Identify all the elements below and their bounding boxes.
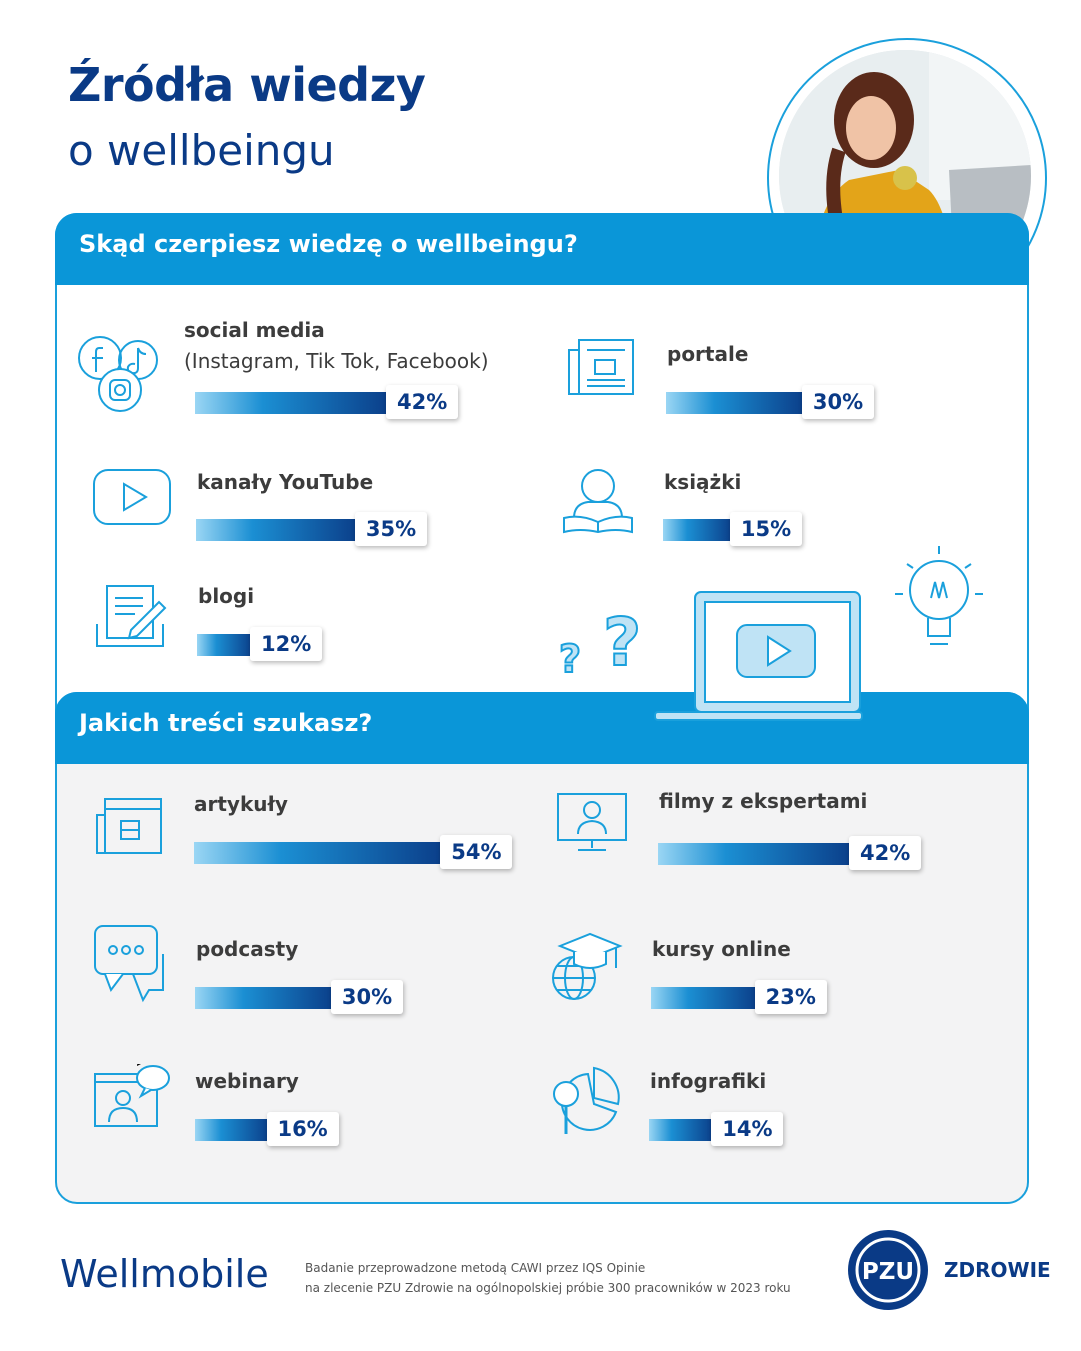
- newspaper-icon: [568, 339, 634, 395]
- label-artykuly: artykuły: [194, 792, 288, 816]
- value-portale: 30%: [802, 385, 874, 419]
- value-ksiazki: 15%: [730, 512, 802, 546]
- chat-bubble-icon: [94, 925, 164, 1003]
- svg-text:?: ?: [603, 604, 641, 681]
- content-panel: Jakich treści szukasz?: [55, 692, 1029, 1204]
- bar-blogi: [197, 634, 253, 656]
- light-bulb-icon: [895, 546, 983, 645]
- value-youtube: 35%: [355, 512, 427, 546]
- survey-note: Badanie przeprowadzone metodą CAWI przez…: [305, 1258, 791, 1298]
- laptop-icon: [654, 591, 863, 721]
- pzu-logo-text: PZU: [862, 1259, 914, 1285]
- value-social-media: 42%: [386, 385, 459, 419]
- bar-ksiazki: [663, 519, 732, 541]
- value-blogi: 12%: [250, 627, 323, 661]
- label-portale: portale: [667, 342, 749, 366]
- blog-edit-icon: [96, 585, 167, 647]
- sources-header: Skąd czerpiesz wiedzę o wellbeingu?: [55, 213, 1029, 285]
- label-ksiazki: książki: [664, 470, 742, 494]
- bar-portale: [666, 392, 804, 414]
- label-infografiki: infografiki: [650, 1069, 767, 1093]
- question-mark-icon: ? ?: [558, 603, 642, 682]
- content-header: Jakich treści szukasz?: [55, 692, 1029, 764]
- pzu-logo: PZU: [848, 1230, 928, 1310]
- pzu-zdrowie-text: ZDROWIE: [944, 1258, 1051, 1282]
- value-filmy: 42%: [849, 836, 922, 870]
- bar-youtube: [196, 519, 357, 541]
- label-podcasty: podcasty: [196, 937, 299, 961]
- social-media-icon: [78, 336, 158, 412]
- value-artykuly: 54%: [440, 835, 513, 869]
- sources-heading: Skąd czerpiesz wiedzę o wellbeingu?: [79, 230, 578, 258]
- laptop-illustration: ? ?: [558, 546, 983, 721]
- value-webinary: 16%: [266, 1112, 339, 1146]
- value-podcasty: 30%: [331, 980, 403, 1014]
- article-icon: [96, 798, 162, 854]
- content-heading: Jakich treści szukasz?: [79, 709, 373, 737]
- webinar-icon: [94, 1064, 170, 1127]
- bar-webinary: [195, 1119, 269, 1141]
- bar-filmy: [658, 843, 852, 865]
- wellmobile-logo: Wellmobile: [60, 1252, 269, 1296]
- sources-panel: Skąd czerpiesz wiedzę o wellbeingu?: [55, 213, 1029, 735]
- bar-kursy: [651, 987, 757, 1009]
- value-kursy: 23%: [754, 980, 827, 1014]
- label-filmy: filmy z ekspertami: [659, 789, 868, 813]
- bar-social-media: [195, 392, 389, 414]
- bar-podcasty: [195, 987, 333, 1009]
- label-youtube: kanały YouTube: [197, 470, 374, 494]
- bar-infografiki: [649, 1119, 714, 1141]
- page-subtitle: o wellbeingu: [68, 126, 335, 175]
- label-webinary: webinary: [195, 1069, 299, 1093]
- infographic-icon: [553, 1066, 620, 1134]
- globe-graduation-icon: [552, 932, 623, 1000]
- svg-text:?: ?: [559, 637, 581, 681]
- expert-video-icon: [557, 793, 627, 851]
- label-social-media: social media: [184, 318, 325, 342]
- page-title: Źródła wiedzy: [68, 58, 426, 112]
- survey-note-line1: Badanie przeprowadzone metodą CAWI przez…: [305, 1261, 646, 1275]
- label-kursy: kursy online: [652, 937, 791, 961]
- label-blogi: blogi: [198, 584, 255, 608]
- bar-artykuly: [194, 842, 443, 864]
- sublabel-social-media: (Instagram, Tik Tok, Facebook): [184, 349, 489, 373]
- value-infografiki: 14%: [711, 1112, 784, 1146]
- reader-book-icon: [563, 469, 633, 534]
- youtube-icon: [93, 469, 171, 525]
- survey-note-line2: na zlecenie PZU Zdrowie na ogólnopolskie…: [305, 1281, 791, 1295]
